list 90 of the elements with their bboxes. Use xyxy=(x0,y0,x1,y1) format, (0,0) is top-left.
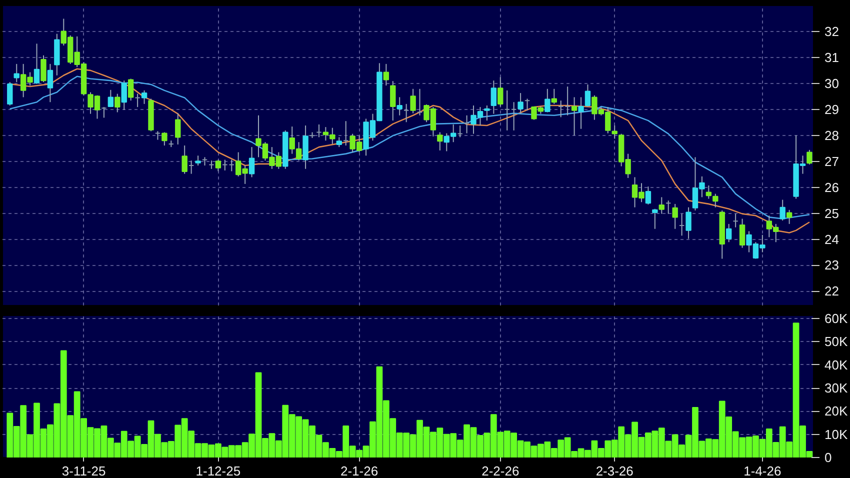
candlestick xyxy=(551,88,557,104)
y-tick-label: 26 xyxy=(824,180,839,195)
y-tick-label: 60K xyxy=(824,311,848,326)
x-tick-label: 1-4-26 xyxy=(744,464,782,478)
candlestick xyxy=(342,120,349,146)
candlestick xyxy=(484,105,490,122)
candlestick xyxy=(739,218,746,248)
candlestick xyxy=(403,103,410,123)
candlestick xyxy=(780,199,786,222)
candlestick xyxy=(390,80,396,122)
candlestick xyxy=(464,114,470,134)
candlestick xyxy=(672,203,678,230)
x-tick-label: 3-11-25 xyxy=(62,464,106,478)
candlestick xyxy=(490,80,497,114)
candlestick xyxy=(195,155,201,166)
candlestick xyxy=(652,208,658,230)
y-tick-label: 25 xyxy=(824,206,839,221)
candlestick xyxy=(416,88,423,116)
candlestick xyxy=(175,112,181,145)
y-tick-label: 10K xyxy=(824,426,848,442)
candlestick xyxy=(302,125,308,170)
candlestick xyxy=(121,80,127,110)
candlestick xyxy=(564,86,570,116)
y-tick-label: 22 xyxy=(824,284,839,299)
candlestick xyxy=(134,93,140,108)
candlestick xyxy=(208,160,214,170)
y-tick-label: 50K xyxy=(824,334,848,350)
y-tick-label: 30K xyxy=(824,380,848,396)
candlestick xyxy=(162,132,168,146)
candlestick xyxy=(47,63,54,103)
candlestick xyxy=(7,82,13,106)
y-tick-label: 29 xyxy=(824,102,839,117)
candlestick xyxy=(437,132,443,151)
candlestick xyxy=(396,96,402,116)
candlestick xyxy=(666,200,672,214)
candlestick xyxy=(510,102,517,131)
candlestick xyxy=(578,96,584,130)
y-tick-label: 23 xyxy=(824,258,839,273)
candlestick xyxy=(457,125,463,138)
candlestick xyxy=(222,159,228,171)
y-tick-label: 31 xyxy=(824,50,839,65)
x-tick-label: 2-2-26 xyxy=(482,464,520,478)
y-tick-label: 28 xyxy=(824,128,839,143)
candlestick xyxy=(154,130,161,140)
candlestick xyxy=(498,76,504,108)
candlestick xyxy=(114,93,120,113)
candlestick xyxy=(732,213,738,228)
candlestick xyxy=(410,88,416,114)
candlestick xyxy=(215,159,222,172)
y-tick-label: 32 xyxy=(824,24,839,39)
candlestick xyxy=(726,223,732,243)
candlestick xyxy=(524,98,530,111)
candlestick xyxy=(712,193,718,208)
candlestick xyxy=(248,146,255,178)
candlestick xyxy=(686,206,692,240)
y-tick-label: 40K xyxy=(824,357,848,372)
candlestick xyxy=(584,84,591,108)
candlestick xyxy=(34,43,40,84)
y-tick-label: 20K xyxy=(824,404,848,419)
candlestick xyxy=(202,156,208,166)
candlestick xyxy=(228,159,234,172)
x-tick-label: 2-1-26 xyxy=(340,464,378,478)
y-tick-label: 0 xyxy=(824,450,832,465)
candlestick xyxy=(128,78,134,102)
candlestick xyxy=(383,63,390,86)
candlestick xyxy=(336,136,342,148)
candlestick xyxy=(558,100,564,118)
candlestick xyxy=(14,63,20,83)
y-tick-label: 30 xyxy=(824,76,839,91)
candlestick xyxy=(182,145,188,174)
candlestick xyxy=(518,92,524,114)
candlestick xyxy=(678,213,685,236)
candlestick xyxy=(544,88,550,113)
candlestick xyxy=(101,106,107,118)
y-tick-label: 27 xyxy=(824,154,839,169)
y-tick-label: 24 xyxy=(824,232,839,247)
candlestick xyxy=(706,185,712,200)
candlestick xyxy=(786,209,792,224)
candlestick xyxy=(571,96,578,136)
candlestick xyxy=(658,196,664,214)
candlestick xyxy=(645,186,652,205)
candlestick xyxy=(108,89,114,108)
candlestick xyxy=(40,54,46,83)
candlestick xyxy=(806,149,812,165)
candlestick xyxy=(188,160,194,174)
candlestick xyxy=(504,90,510,131)
x-tick-label: 1-12-25 xyxy=(196,464,241,478)
x-tick-label: 2-3-26 xyxy=(596,464,634,478)
candlestick xyxy=(316,124,322,138)
candlestick xyxy=(141,90,148,104)
